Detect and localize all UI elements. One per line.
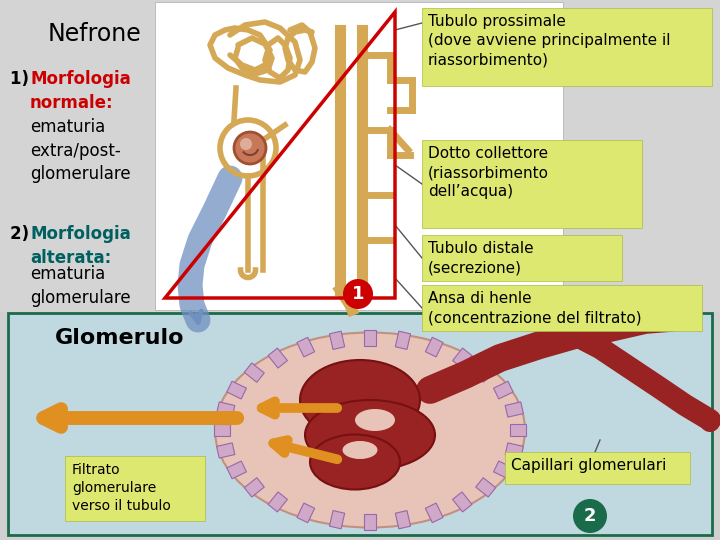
Bar xyxy=(493,381,513,399)
Bar xyxy=(426,503,443,523)
Bar xyxy=(227,461,246,479)
Circle shape xyxy=(573,499,607,533)
Text: 1: 1 xyxy=(352,285,364,303)
Bar xyxy=(217,402,235,417)
Circle shape xyxy=(700,412,720,432)
Bar xyxy=(453,492,472,512)
Bar xyxy=(426,338,443,357)
Text: Filtrato
glomerulare
verso il tubulo: Filtrato glomerulare verso il tubulo xyxy=(72,463,171,512)
Text: Tubulo prossimale
(dove avviene principalmente il
riassorbimento): Tubulo prossimale (dove avviene principa… xyxy=(428,14,670,68)
Text: 2): 2) xyxy=(10,225,35,243)
Circle shape xyxy=(343,279,373,309)
Text: Tubulo distale
(secrezione): Tubulo distale (secrezione) xyxy=(428,241,534,275)
Bar xyxy=(476,478,495,497)
Ellipse shape xyxy=(305,400,435,470)
Bar xyxy=(268,348,287,368)
FancyBboxPatch shape xyxy=(422,140,642,228)
Ellipse shape xyxy=(215,333,525,528)
Circle shape xyxy=(234,132,266,164)
Bar xyxy=(395,510,410,529)
Bar xyxy=(510,424,526,436)
Ellipse shape xyxy=(310,435,400,489)
Circle shape xyxy=(240,138,252,150)
Ellipse shape xyxy=(300,360,420,440)
Bar xyxy=(364,514,376,530)
Bar xyxy=(227,381,246,399)
Text: 2: 2 xyxy=(584,507,596,525)
Bar xyxy=(297,503,315,523)
Bar xyxy=(505,402,523,417)
Ellipse shape xyxy=(355,409,395,431)
Text: ematuria
glomerulare: ematuria glomerulare xyxy=(30,265,130,307)
Text: 1): 1) xyxy=(10,70,35,88)
Text: Ansa di henle
(concentrazione del filtrato): Ansa di henle (concentrazione del filtra… xyxy=(428,291,642,325)
Bar xyxy=(297,338,315,357)
Bar xyxy=(155,2,563,310)
Bar xyxy=(0,0,720,312)
Bar xyxy=(8,313,712,535)
Bar xyxy=(217,443,235,458)
Bar xyxy=(268,492,287,512)
FancyBboxPatch shape xyxy=(422,8,712,86)
Text: Capillari glomerulari: Capillari glomerulari xyxy=(511,458,667,473)
Bar xyxy=(493,461,513,479)
FancyBboxPatch shape xyxy=(422,235,622,281)
Text: Morfologia
normale:: Morfologia normale: xyxy=(30,70,131,112)
Bar xyxy=(330,510,345,529)
Bar xyxy=(476,363,495,382)
Bar xyxy=(244,478,264,497)
FancyBboxPatch shape xyxy=(422,285,702,331)
Bar xyxy=(453,348,472,368)
Text: Nefrone: Nefrone xyxy=(48,22,142,46)
Bar xyxy=(244,363,264,382)
Text: Morfologia
alterata:: Morfologia alterata: xyxy=(30,225,131,267)
Text: Dotto collettore
(riassorbimento
dell’acqua): Dotto collettore (riassorbimento dell’ac… xyxy=(428,146,549,199)
Bar xyxy=(364,330,376,346)
Ellipse shape xyxy=(343,441,377,459)
Text: ematuria
extra/post-
glomerulare: ematuria extra/post- glomerulare xyxy=(30,118,130,183)
Bar xyxy=(330,331,345,349)
Text: Glomerulo: Glomerulo xyxy=(55,328,184,348)
FancyBboxPatch shape xyxy=(65,456,205,521)
Bar xyxy=(214,424,230,436)
Bar xyxy=(505,443,523,458)
FancyBboxPatch shape xyxy=(505,452,690,484)
Bar xyxy=(395,331,410,349)
